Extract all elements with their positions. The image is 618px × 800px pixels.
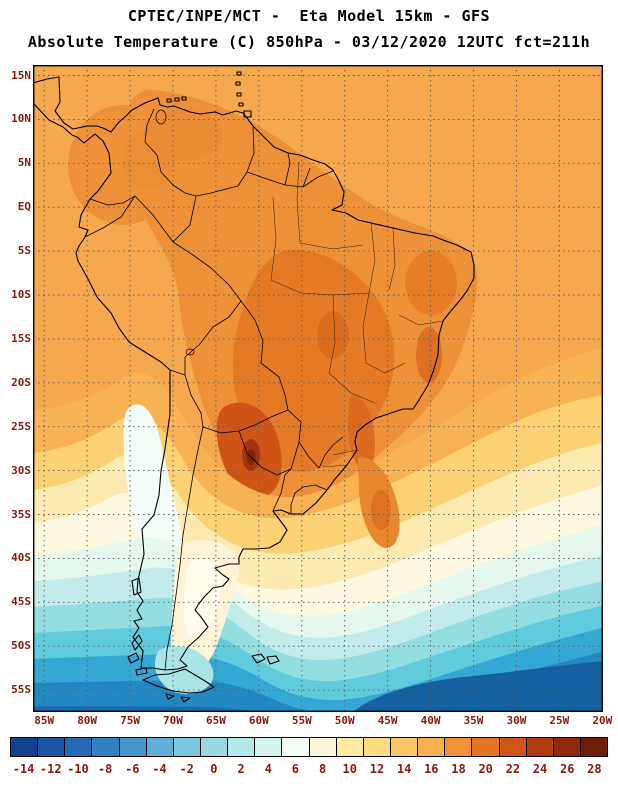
lat-tick-label: 50S	[11, 639, 31, 653]
lat-tick-label: EQ	[17, 200, 31, 214]
lat-tick-label: 40S	[11, 551, 31, 565]
lon-tick-label: 65W	[205, 714, 226, 727]
temperature-field	[33, 65, 603, 722]
lon-tick-label: 35W	[463, 714, 484, 727]
colorbar-tick-label: 20	[478, 762, 493, 776]
map-frame	[32, 64, 603, 712]
colorbar-cell	[580, 738, 608, 756]
lat-tick-label: 30S	[11, 463, 31, 477]
colorbar-tick-label: 24	[532, 762, 548, 776]
colorbar-tick-label: 2	[237, 762, 245, 776]
colorbar-tick-label: 26	[559, 762, 575, 776]
lon-tick-label: 50W	[334, 714, 355, 727]
colorbar-tick-label: 10	[342, 762, 357, 776]
colorbar-tick-label: -8	[97, 762, 113, 776]
colorbar-cell	[38, 738, 66, 756]
colorbar-cell	[119, 738, 147, 756]
lat-tick-label: 45S	[11, 595, 31, 609]
chart-title-line2: Absolute Temperature (C) 850hPa - 03/12/…	[27, 33, 591, 51]
islands-outlines	[127, 71, 280, 703]
colorbar-cell	[173, 738, 201, 756]
lat-tick-label: 20S	[11, 375, 31, 389]
colorbar-tick-label: 4	[264, 762, 272, 776]
state-borders	[270, 161, 444, 468]
lake-maracaibo-outline	[155, 109, 167, 125]
colorbar-cell	[418, 738, 446, 756]
lon-tick-label: 30W	[506, 714, 527, 727]
map-area	[32, 64, 603, 722]
lon-tick-label: 20W	[592, 714, 613, 727]
colorbar-cell	[499, 738, 527, 756]
colorbar-tick-label: 28	[587, 762, 602, 776]
country-borders	[84, 108, 344, 671]
lat-tick-label: 35S	[11, 507, 31, 521]
lon-tick-label: 80W	[77, 714, 98, 727]
colorbar-cell	[11, 738, 39, 756]
colorbar-tick-label: 16	[424, 762, 439, 776]
lat-tick-label: 15S	[11, 331, 31, 345]
colorbar-cell	[228, 738, 256, 756]
colorbar-tick-label: 6	[291, 762, 300, 776]
lat-tick-label: 5N	[17, 156, 31, 170]
lake-titicaca-outline	[185, 348, 195, 356]
colorbar-tick-label: -10	[67, 762, 89, 776]
lon-tick-label: 55W	[291, 714, 312, 727]
colorbar-cell	[526, 738, 554, 756]
colorbar-cell	[553, 738, 581, 756]
colorbar-cell	[390, 738, 419, 756]
lat-tick-label: 15N	[11, 68, 31, 82]
lon-tick-label: 25W	[549, 714, 570, 727]
colorbar-cell	[472, 738, 500, 756]
lat-tick-label: 10S	[11, 288, 31, 301]
lat-tick-label: 25S	[11, 419, 31, 433]
colorbar-cell	[200, 738, 229, 756]
lon-tick-label: 45W	[377, 714, 398, 727]
map-canvas	[32, 64, 603, 722]
colorbar-tick-label: -12	[39, 762, 62, 776]
colorbar-tick-label: 22	[505, 762, 521, 776]
lon-tick-label: 75W	[120, 714, 140, 727]
colorbar-tick-label: 12	[369, 762, 385, 776]
temperature-colorbar	[10, 737, 608, 757]
geography-outlines	[32, 71, 475, 703]
colorbar-tick-label: 18	[451, 762, 466, 776]
colorbar-tick-label: -4	[152, 762, 167, 776]
colorbar-cell	[309, 738, 337, 756]
lat-tick-label: 55S	[11, 683, 31, 697]
colorbar-tick-label: -6	[125, 762, 140, 776]
colorbar-cell	[363, 738, 391, 756]
colorbar-cell	[146, 738, 174, 756]
colorbar-cell	[255, 738, 283, 756]
lon-tick-label: 60W	[248, 714, 269, 727]
lon-tick-label: 40W	[420, 714, 441, 727]
colorbar-cell	[445, 738, 473, 756]
colorbar-cell	[282, 738, 310, 756]
lon-tick-label: 70W	[163, 714, 183, 727]
colorbar-cell	[65, 738, 93, 756]
colorbar-cell	[92, 738, 120, 756]
colorbar-cell	[336, 738, 364, 756]
colorbar-tick-label: 0	[210, 762, 218, 776]
lat-tick-label: 10N	[11, 112, 31, 126]
colorbar-tick-label: -14	[12, 762, 35, 776]
colorbar-tick-label: 14	[396, 762, 412, 776]
lat-tick-label: 5S	[17, 244, 31, 258]
graticule	[33, 65, 603, 712]
colorbar-tick-label: 8	[318, 762, 327, 776]
chart-title-line1: CPTEC/INPE/MCT - Eta Model 15km - GFS	[127, 7, 491, 25]
lon-tick-label: 85W	[34, 714, 55, 727]
colorbar-tick-label: -2	[179, 762, 194, 776]
